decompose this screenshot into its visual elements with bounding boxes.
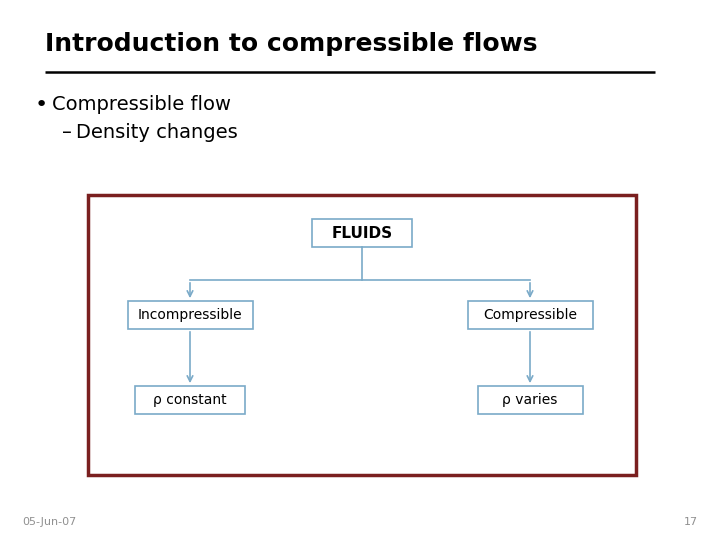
Bar [312,219,412,247]
Text: Introduction to compressible flows: Introduction to compressible flows [45,32,538,56]
Bar [467,301,593,329]
Text: ρ varies: ρ varies [503,393,558,407]
Bar [127,301,253,329]
Text: Compressible flow: Compressible flow [52,95,231,114]
Text: •: • [35,95,48,115]
Text: –: – [62,123,72,142]
Text: ρ constant: ρ constant [153,393,227,407]
Text: 05-Jun-07: 05-Jun-07 [22,517,76,527]
Bar [135,386,245,414]
Text: Incompressible: Incompressible [138,308,243,322]
Text: FLUIDS: FLUIDS [331,226,392,240]
Text: 17: 17 [684,517,698,527]
Text: Compressible: Compressible [483,308,577,322]
Text: Density changes: Density changes [76,123,238,142]
Bar [477,386,582,414]
Bar [88,195,636,475]
